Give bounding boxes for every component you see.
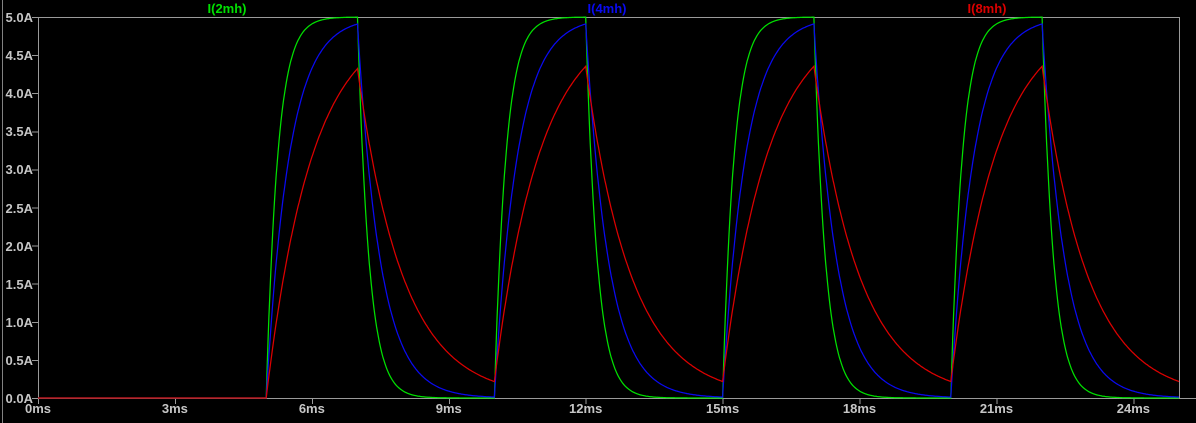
x-axis-tick-label: 12ms (569, 401, 603, 416)
trace-I(4mh)[interactable] (38, 23, 1180, 399)
x-axis-tick-label: 21ms (979, 401, 1014, 416)
trace-label-i2mh[interactable]: I(2mh) (207, 1, 247, 16)
x-axis-tick-label: 18ms (842, 401, 877, 416)
y-axis-tick-label: 0.5A (5, 352, 33, 368)
y-axis-tick-label: 3.0A (5, 162, 33, 178)
y-axis-tick-label: 1.5A (5, 276, 33, 292)
y-axis-tick-label: 4.0A (5, 86, 33, 102)
x-axis-tick-label: 0ms (24, 401, 52, 416)
y-axis-tick-label: 2.5A (5, 200, 33, 216)
trace-I(2mh)[interactable] (38, 16, 1179, 399)
y-axis-tick-label: 0.0A (5, 391, 33, 406)
y-axis-tick-label: 4.5A (5, 48, 33, 64)
x-axis-tick-label: 24ms (1116, 401, 1150, 416)
x-axis-tick-label: 3ms (161, 401, 188, 416)
y-axis-tick-label: 5.0A (5, 10, 33, 25)
y-axis-tick-label: 1.0A (5, 314, 33, 330)
plot-box-border (38, 17, 1180, 399)
pane-left-border (2, 0, 3, 423)
x-axis-tick-label: 6ms (298, 401, 325, 416)
x-axis-tick-label: 9ms (435, 401, 462, 416)
y-axis-tick-label: 3.5A (5, 124, 33, 140)
trace-label-i4mh[interactable]: I(4mh) (587, 1, 627, 16)
x-axis-tick-label: 15ms (705, 401, 740, 416)
y-axis-tick-label: 2.0A (5, 238, 33, 254)
trace-I(8mh)[interactable] (38, 64, 1180, 399)
trace-label-i8mh[interactable]: I(8mh) (967, 1, 1007, 16)
